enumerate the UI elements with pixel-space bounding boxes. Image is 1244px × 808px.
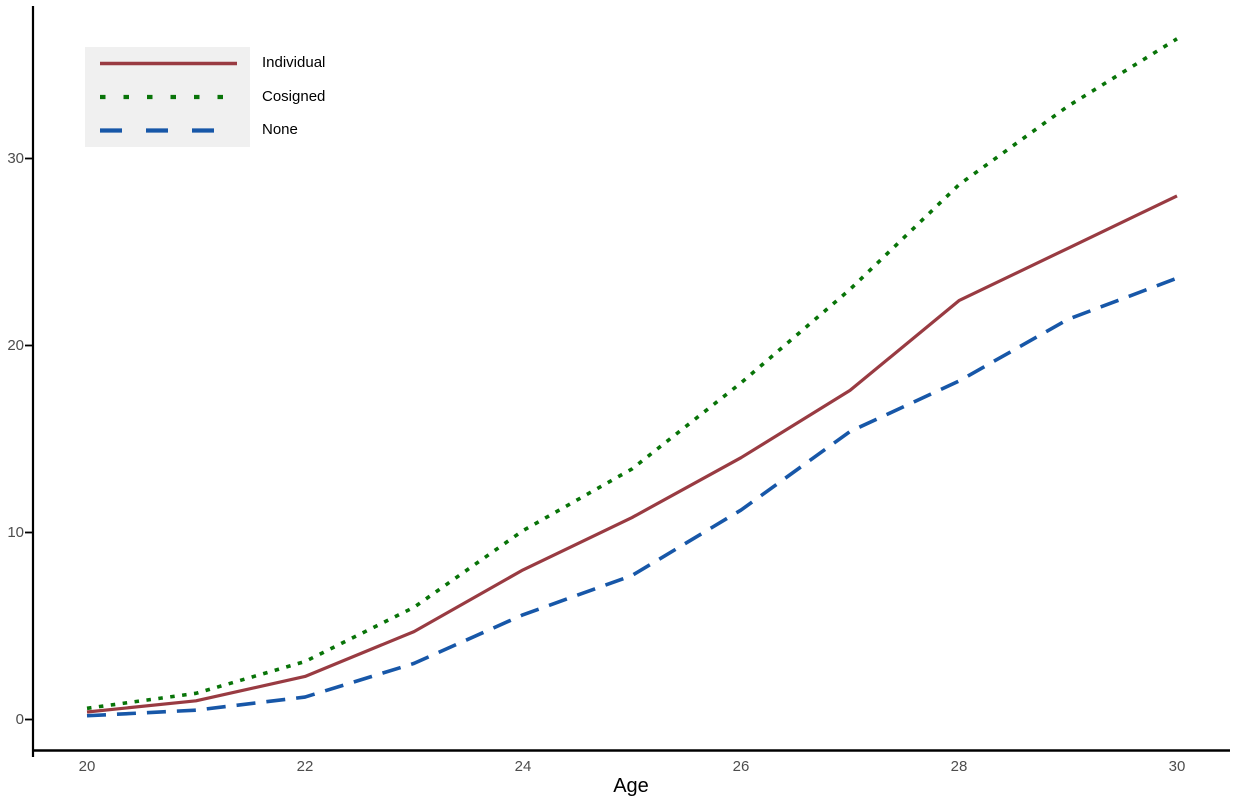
x-tick-label-24: 24 <box>514 758 532 775</box>
y-tick-label-30: 30 <box>7 149 24 167</box>
x-tick-label-26: 26 <box>732 758 750 775</box>
x-tick-label-30: 30 <box>1168 758 1186 775</box>
line-none <box>86 276 1178 718</box>
y-tick-label-20: 20 <box>7 336 24 354</box>
line-cosigned <box>86 37 1178 711</box>
x-tick-label-20: 20 <box>78 758 96 775</box>
x-tick-label-22: 22 <box>296 758 314 775</box>
y-tick-label-10: 10 <box>7 523 24 541</box>
y-tick-label-0: 0 <box>15 710 24 728</box>
x-axis-title: Age <box>613 775 649 797</box>
line-individual <box>86 194 1178 714</box>
legend-label-cosigned: Cosigned <box>262 87 326 105</box>
x-tick-label-28: 28 <box>950 758 968 775</box>
legend-label-individual: Individual <box>262 54 326 71</box>
legend-label-none: None <box>262 121 298 138</box>
